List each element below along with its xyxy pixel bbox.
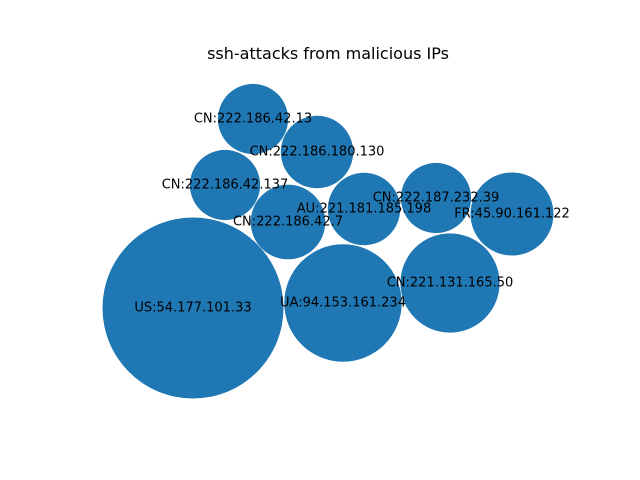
bubble-label: CN:222.186.42.7 [233, 215, 343, 230]
bubble-label: AU:221.181.185.198 [297, 202, 431, 217]
bubble-label: UA:94.153.161.234 [280, 296, 406, 311]
bubble [280, 115, 354, 189]
bubble [189, 149, 261, 221]
bubble [250, 184, 326, 260]
bubble-label: CN:222.186.180.130 [250, 145, 385, 160]
bubble-label: CN:222.187.232.39 [373, 191, 500, 206]
bubble [102, 217, 284, 399]
bubble-label: FR:45.90.161.122 [454, 207, 570, 222]
bubble [470, 172, 554, 256]
bubble [327, 172, 401, 246]
bubble [284, 244, 402, 362]
bubble [400, 233, 500, 333]
bubble [400, 162, 472, 234]
bubble-label: CN:222.186.42.137 [162, 178, 289, 193]
chart-title: ssh-attacks from malicious IPs [207, 44, 449, 63]
bubble-label: CN:222.186.42.13 [194, 112, 312, 127]
bubble [217, 83, 289, 155]
bubble-label: CN:221.131.165.50 [387, 276, 514, 291]
bubble-label: US:54.177.101.33 [134, 301, 251, 316]
